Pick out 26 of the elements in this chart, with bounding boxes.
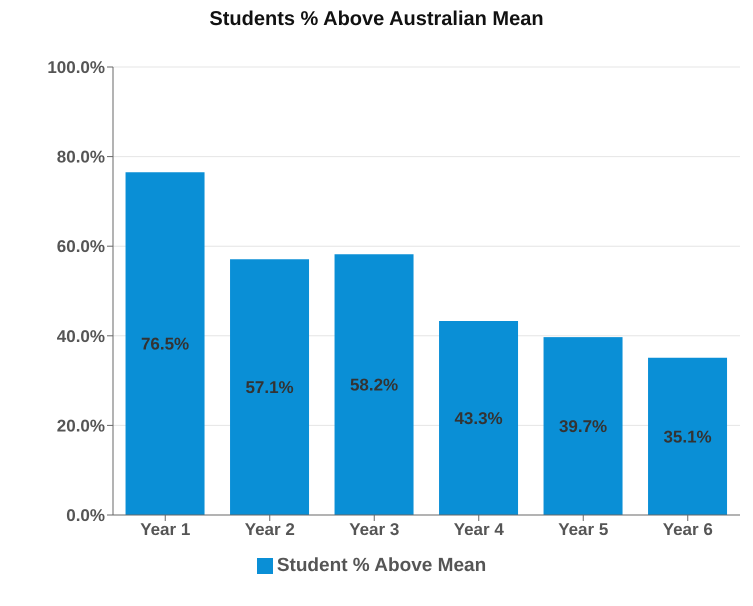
y-tick-label: 0.0% xyxy=(66,506,105,526)
y-tick-label: 80.0% xyxy=(56,148,105,167)
bar xyxy=(439,321,518,515)
x-tick-label: Year 4 xyxy=(454,520,504,540)
data-label: 35.1% xyxy=(663,427,712,446)
y-tick-label: 60.0% xyxy=(56,237,105,256)
bar xyxy=(648,358,728,515)
x-tick-label: Year 6 xyxy=(662,520,713,540)
x-tick-label: Year 1 xyxy=(140,520,190,540)
data-label: 43.3% xyxy=(454,409,503,428)
y-tick-label: 20.0% xyxy=(56,416,105,436)
legend-label: Student % Above Mean xyxy=(276,555,486,576)
data-label: 76.5% xyxy=(140,334,190,354)
bar xyxy=(334,254,414,515)
data-label: 39.7% xyxy=(558,417,608,436)
chart-title: Students % Above Australian Mean xyxy=(208,8,545,31)
bar xyxy=(544,337,623,515)
data-label: 57.1% xyxy=(245,378,294,398)
y-tick-label: 40.0% xyxy=(56,326,105,346)
bar xyxy=(126,172,205,515)
data-label: 58.2% xyxy=(350,376,398,395)
x-tick-label: Year 3 xyxy=(349,520,400,540)
bar xyxy=(230,259,310,515)
x-tick-label: Year 5 xyxy=(558,520,608,540)
x-tick-label: Year 2 xyxy=(244,520,295,540)
y-tick-label: 100.0% xyxy=(47,58,105,78)
